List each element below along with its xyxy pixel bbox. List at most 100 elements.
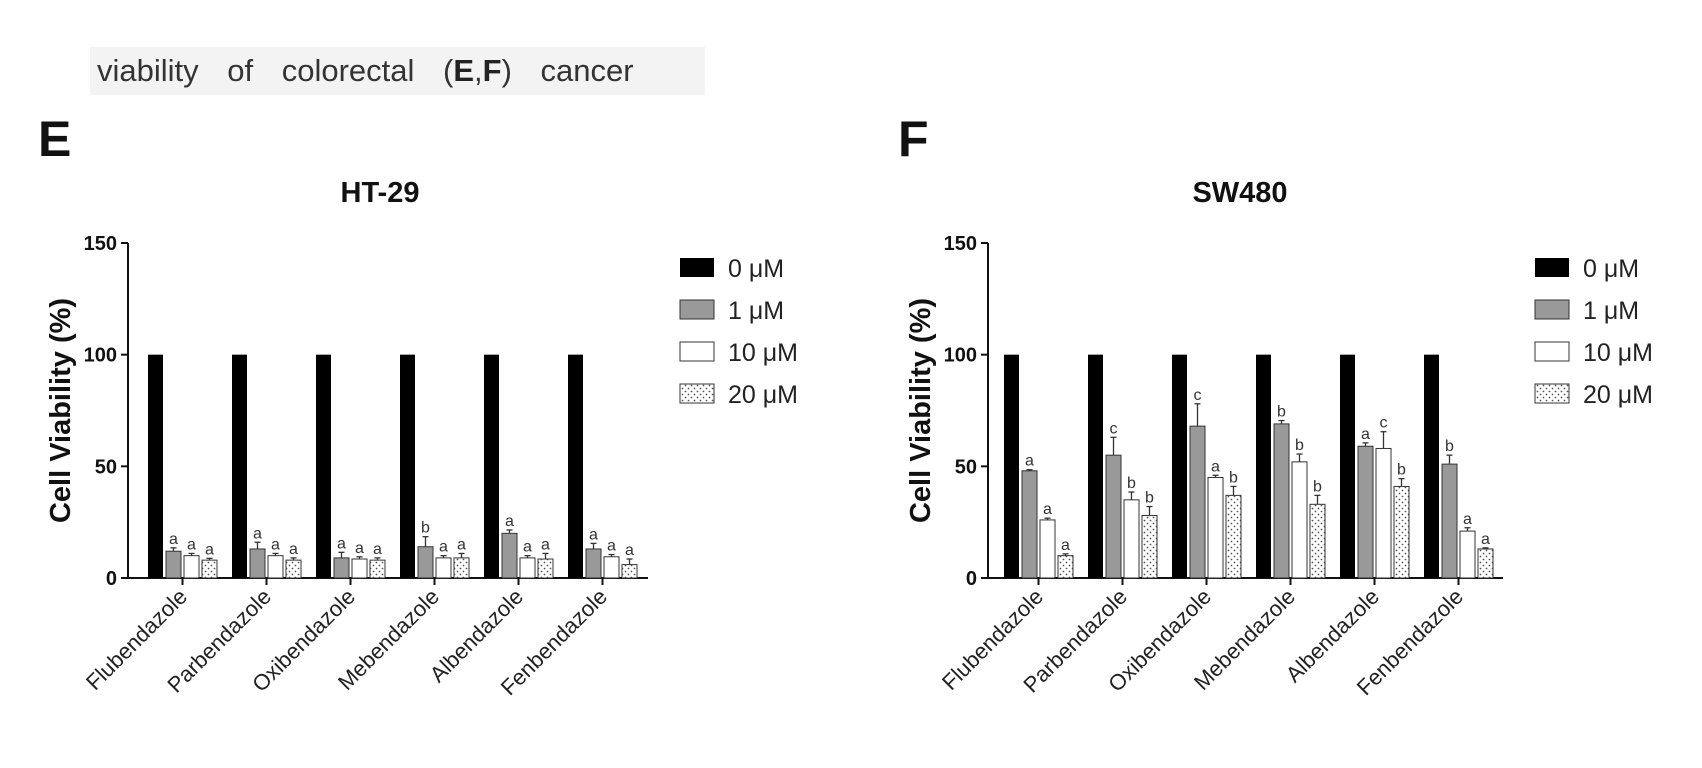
significance-label: a [589,526,598,543]
bar [1021,470,1038,579]
significance-label: a [373,541,382,558]
caption-comma: , [474,53,483,88]
significance-label: a [505,513,514,530]
bar [1459,530,1476,579]
significance-label: a [439,539,448,556]
bar [183,555,200,579]
chart-title: SW480 [1192,177,1287,209]
bar [1004,354,1019,578]
bar [1273,423,1290,579]
legend-label: 10 μM [1583,339,1653,367]
panel-letter-f: F [898,111,929,167]
significance-label: a [1211,458,1220,475]
caption-bold-f: F [482,53,502,88]
bar [232,354,247,578]
y-tick-label: 0 [106,568,117,590]
bar [1291,461,1308,579]
bar [1039,519,1056,579]
bar [333,557,350,579]
significance-label: b [421,520,430,537]
legend-swatch [679,299,715,320]
legend-swatch [1534,341,1570,362]
bar [1441,463,1458,579]
bar [435,557,452,579]
legend-label: 20 μM [1583,381,1653,409]
significance-label: b [1229,469,1238,486]
significance-label: a [187,536,196,553]
legend-swatch [679,383,715,404]
y-tick-label: 0 [966,568,977,590]
significance-label: a [169,531,178,548]
bar [1088,354,1103,578]
significance-label: b [1127,475,1136,492]
caption-text-after: ) cancer [501,53,634,88]
significance-label: a [355,540,364,557]
bar [400,354,415,578]
significance-label: a [1361,426,1370,443]
significance-label: a [1043,501,1052,518]
significance-label: a [541,536,550,553]
bar [1172,354,1187,578]
bar [1141,514,1158,579]
significance-label: b [1277,404,1286,421]
significance-label: b [1145,490,1154,507]
bar [369,559,386,579]
bar [165,550,182,579]
bar [453,557,470,579]
bar [1340,354,1355,578]
significance-label: a [289,541,298,558]
significance-label: c [1110,420,1118,437]
legend-swatch [679,341,715,362]
bar [249,548,266,579]
significance-label: a [457,536,466,553]
legend-label: 0 μM [728,255,784,283]
legend-label: 1 μM [728,297,784,325]
y-tick-label: 150 [944,233,977,255]
significance-label: a [1061,537,1070,554]
significance-label: a [271,536,280,553]
bar [1256,354,1271,578]
chart-title: HT-29 [341,177,420,209]
y-tick-label: 100 [944,345,977,367]
bar [201,559,218,579]
bar [1309,503,1326,579]
bar [1393,485,1410,579]
bar [1207,477,1224,579]
bar [621,564,638,579]
bar [267,555,284,579]
bar [568,354,583,578]
bar [285,559,302,579]
bar [585,548,602,579]
legend-label: 10 μM [728,339,798,367]
y-axis-label: Cell Viability (%) [905,298,937,523]
bar [484,354,499,578]
significance-label: a [1463,511,1472,528]
bar [1105,454,1122,579]
bar [519,557,536,579]
bar [148,354,163,578]
caption-text-before: viability of colorectal ( [97,53,454,88]
bar [1477,548,1494,579]
significance-label: a [523,539,532,556]
y-tick-label: 150 [84,233,117,255]
significance-label: a [1025,453,1034,470]
significance-label: c [1380,415,1388,432]
y-tick-label: 100 [84,345,117,367]
y-tick-label: 50 [955,456,977,478]
bar [537,558,554,579]
bar [603,556,620,579]
bar [1057,555,1074,579]
significance-label: a [1481,531,1490,548]
bar [1225,494,1242,579]
bar [501,532,518,579]
y-tick-label: 50 [95,456,117,478]
legend-label: 0 μM [1583,255,1639,283]
significance-label: b [1313,478,1322,495]
bar [1424,354,1439,578]
significance-label: c [1194,387,1202,404]
figure-caption: viability of colorectal (E,F) cancer [90,47,705,95]
legend-swatch [680,258,714,277]
bar [1357,445,1374,579]
